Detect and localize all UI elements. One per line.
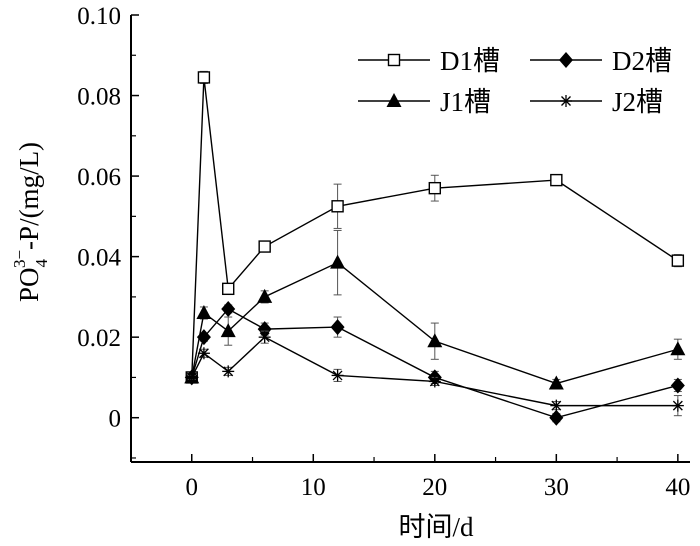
y-tick-label: 0.02 [77,325,121,352]
series-j1 [184,229,686,390]
data-point [671,254,685,267]
data-point [670,341,686,356]
asterisk-stroke [332,370,343,381]
series-line [191,308,679,419]
data-point [330,319,345,336]
data-point [549,409,564,426]
data-point [428,375,441,388]
legend-marker [387,53,401,67]
series-d2 [184,300,685,426]
asterisk-stroke [186,372,197,383]
x-axis-title: 时间/d [398,512,474,542]
x-tick-label: 40 [665,474,690,501]
series-line [191,336,678,407]
data-point [331,369,344,382]
x-tick-label: 20 [422,474,447,501]
legend-label: J1槽 [440,87,491,117]
data-point [196,305,212,319]
y-tick-label: 0.04 [77,245,121,272]
asterisk-stroke [259,332,270,343]
data-point [221,300,236,317]
data-point [670,377,685,394]
legend-item: J1槽 [358,87,491,117]
data-point [222,282,235,296]
legend-marker [559,52,573,68]
data-point [550,399,563,412]
y-tick-label: 0 [109,406,122,433]
legend-marker [560,95,572,107]
data-point [550,173,563,187]
data-point [185,371,198,384]
legend-item: D1槽 [358,46,500,76]
data-point [330,254,346,269]
asterisk-stroke [561,96,571,106]
x-tick-label: 0 [186,474,199,501]
data-point [427,333,443,348]
series-line [191,77,679,378]
y-tick-label: 0.08 [77,84,121,111]
series-j2 [185,330,684,417]
asterisk-stroke [429,376,440,387]
data-point [222,365,235,378]
data-point [197,347,210,360]
data-point [257,288,273,303]
data-point [428,181,442,195]
legend-item: D2槽 [530,46,672,76]
legend: D1槽 D2槽 J1槽 J2槽 [358,46,672,117]
data-point [220,323,236,338]
legend-label: D2槽 [612,46,672,76]
asterisk-stroke [198,348,209,359]
data-point [197,71,211,84]
y-axis-title: PO43−-P/(mg/L) [10,142,51,302]
data-point [548,375,564,390]
data-point [671,399,684,412]
x-tick-label: 10 [301,474,326,501]
legend-marker [386,93,402,107]
plot-area: 0 0.02 0.04 0.06 0.08 0.10 0 10 20 30 40 [77,3,690,501]
data-point [258,240,271,253]
data-point [331,200,344,213]
y-tick-label: 0.06 [77,164,121,191]
y-tick-label: 0.10 [77,3,121,30]
legend-label: D1槽 [440,46,500,76]
x-tick-label: 30 [544,474,569,501]
asterisk-stroke [223,366,234,377]
legend-item: J2槽 [530,87,663,117]
data-point [258,331,271,344]
asterisk-stroke [551,400,562,411]
asterisk-stroke [672,400,683,411]
legend-label: J2槽 [612,87,663,117]
